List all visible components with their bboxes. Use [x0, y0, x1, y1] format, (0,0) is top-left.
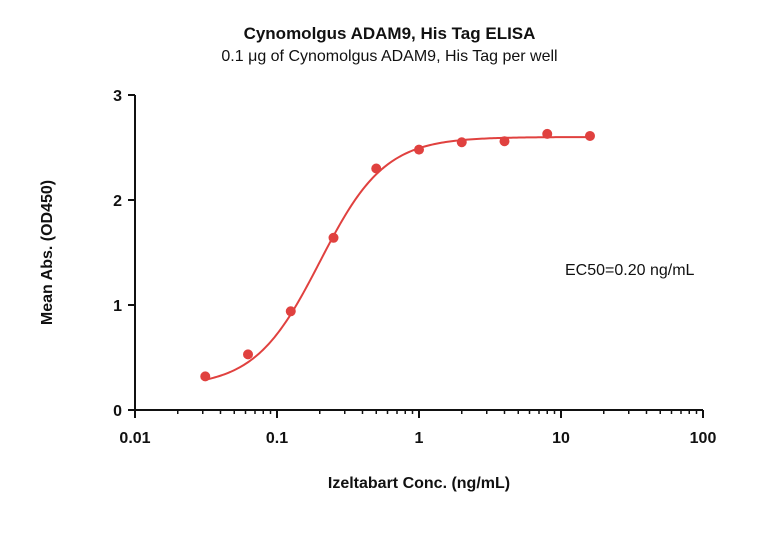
y-tick-label: 0 [113, 403, 122, 420]
y-tick-label: 3 [113, 88, 122, 105]
x-tick-label: 100 [690, 430, 717, 447]
data-point [456, 137, 467, 148]
data-point [200, 371, 211, 382]
x-axis-label: Izeltabart Conc. (ng/mL) [328, 475, 510, 492]
data-point [328, 232, 339, 243]
chart-subtitle: 0.1 μg of Cynomolgus ADAM9, His Tag per … [221, 48, 558, 65]
x-tick-label: 1 [415, 430, 424, 447]
chart-title: Cynomolgus ADAM9, His Tag ELISA [243, 24, 536, 43]
fit-curve [205, 136, 590, 381]
x-tick-label: 0.01 [119, 430, 150, 447]
data-point [584, 130, 595, 141]
data-point [414, 144, 424, 155]
data-point [371, 163, 382, 174]
data-point [285, 306, 296, 317]
y-axis-label: Mean Abs. (OD450) [39, 180, 56, 325]
data-point [542, 128, 553, 139]
x-tick-label: 0.1 [266, 430, 288, 447]
data-point [499, 136, 510, 147]
y-tick-label: 1 [113, 298, 122, 315]
x-tick-label: 10 [552, 430, 570, 447]
ec50-annotation: EC50=0.20 ng/mL [565, 262, 695, 279]
y-tick-label: 2 [113, 193, 122, 210]
data-point [243, 349, 254, 360]
